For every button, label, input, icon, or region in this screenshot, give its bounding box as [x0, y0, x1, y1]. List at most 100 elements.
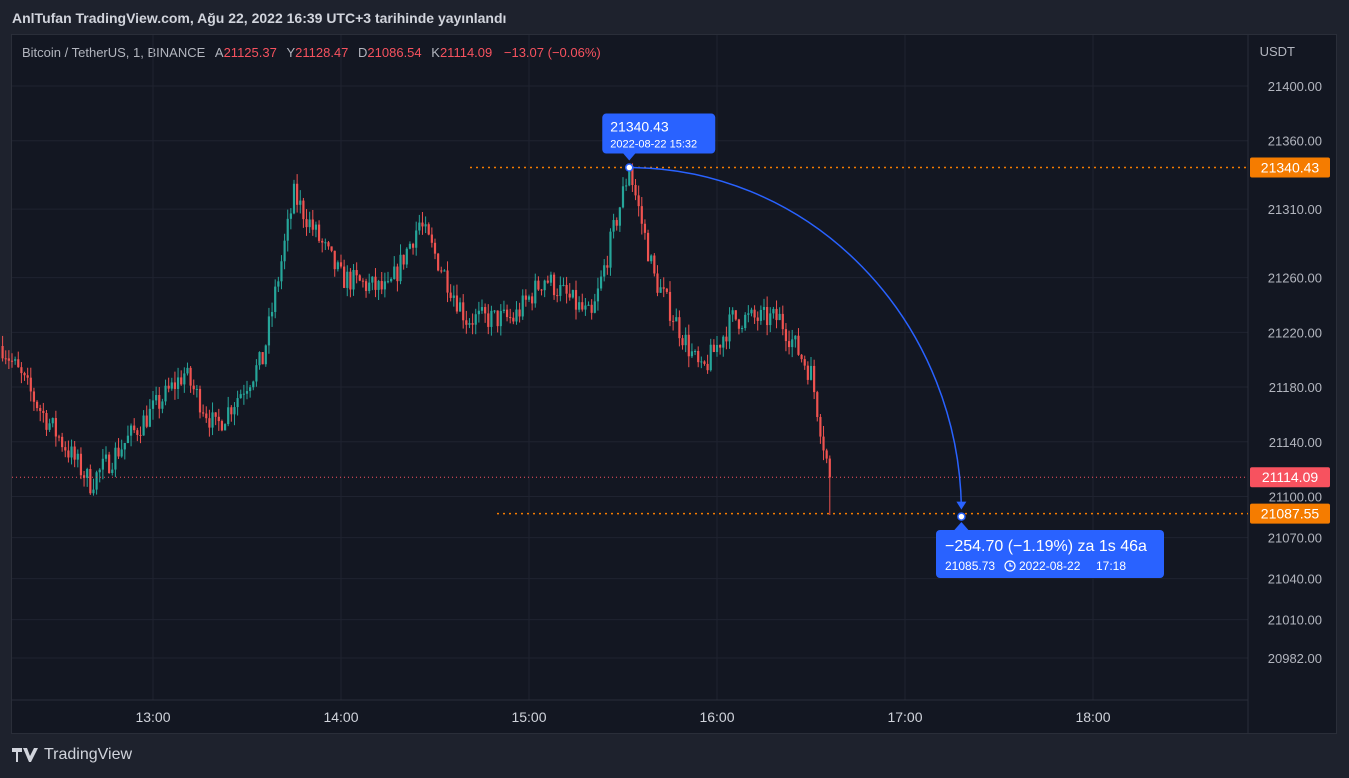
candle-body — [311, 219, 314, 230]
candle — [430, 227, 433, 248]
candle-body — [186, 367, 189, 374]
candle-body — [114, 447, 117, 470]
candle-body — [364, 281, 368, 292]
price-tick-label: 21400.00 — [1268, 79, 1322, 94]
candle — [668, 281, 672, 327]
price-axis[interactable]: 21400.00 21360.00 21310.00 21260.00 21220.00… — [1250, 44, 1330, 666]
candle — [371, 276, 374, 291]
candle-body — [809, 365, 813, 380]
candle-body — [603, 265, 606, 277]
candle-body — [214, 412, 217, 417]
candle — [518, 302, 521, 323]
candle — [828, 455, 831, 515]
candle-body — [615, 220, 618, 226]
candle — [549, 271, 553, 287]
candle-body — [202, 412, 205, 414]
candle-body — [368, 282, 371, 292]
candle-body — [593, 301, 596, 313]
candle — [346, 265, 349, 297]
candle-body — [480, 307, 484, 311]
projection-arc[interactable] — [629, 166, 963, 508]
candle-body — [327, 242, 330, 247]
candle-body — [675, 317, 678, 322]
candle — [740, 325, 744, 333]
target-anchor-handle[interactable] — [957, 512, 966, 521]
high-marker-axis-label[interactable]: 21340.43 — [1250, 157, 1330, 178]
candle — [505, 304, 509, 322]
candle-body — [455, 295, 459, 312]
candle — [4, 350, 7, 365]
candle — [261, 352, 264, 365]
candle — [321, 238, 324, 253]
candle — [274, 279, 277, 319]
candle — [552, 272, 556, 300]
candle — [681, 335, 684, 350]
candle — [612, 213, 615, 239]
candle — [784, 323, 788, 352]
candle — [299, 190, 302, 214]
candle-body — [440, 270, 443, 272]
candle — [223, 423, 227, 431]
candle — [709, 338, 712, 372]
candle — [308, 211, 311, 233]
time-axis[interactable]: 13:00 14:00 15:00 16:00 17:00 18:00 — [135, 709, 1110, 725]
price-tick-label: 20982.00 — [1268, 651, 1322, 666]
candle — [659, 279, 662, 293]
candle-body — [336, 262, 339, 270]
candle — [54, 410, 57, 447]
candle — [471, 313, 474, 335]
candle — [405, 247, 408, 269]
candle-body — [565, 284, 568, 294]
candle — [242, 384, 245, 405]
candle — [217, 408, 220, 431]
candle-body — [650, 255, 653, 262]
symbol-legend: Bitcoin / TetherUS, 1, BINANCE A21125.37… — [22, 45, 601, 60]
close-label: K — [431, 45, 440, 60]
candle-body — [101, 458, 104, 470]
candle — [70, 439, 73, 465]
candle-body — [108, 454, 111, 474]
candle-body — [346, 271, 349, 288]
candle — [599, 270, 603, 291]
candle — [725, 326, 728, 350]
peak-anchor-handle[interactable] — [625, 163, 634, 172]
candle — [443, 269, 446, 272]
candle — [51, 417, 54, 428]
candle-body — [578, 302, 581, 310]
candle-body — [634, 185, 637, 196]
candle — [722, 335, 725, 357]
candle — [114, 442, 117, 478]
candle — [98, 468, 101, 483]
candle-body — [750, 309, 753, 314]
candle-body — [377, 281, 380, 290]
open-label: A — [214, 45, 224, 60]
candle — [499, 304, 502, 336]
candle-body — [499, 310, 502, 327]
symbol-name[interactable]: Bitcoin / TetherUS, 1, BINANCE — [22, 45, 206, 60]
candle-body — [784, 329, 788, 342]
target-callout-pointer — [954, 522, 969, 530]
candle — [314, 221, 318, 238]
candle-body — [89, 468, 92, 494]
candle — [86, 467, 89, 487]
candle-body — [245, 391, 249, 394]
candle-body — [283, 240, 286, 262]
candle-body — [740, 328, 744, 330]
peak-callout[interactable]: 21340.43 2022-08-22 15:32 — [602, 113, 716, 161]
candle-body — [587, 304, 590, 306]
price-tick-label: 21070.00 — [1268, 531, 1322, 546]
low-label: D — [358, 45, 368, 60]
candle — [233, 402, 236, 426]
clock-icon — [1004, 560, 1016, 572]
candle — [35, 400, 39, 412]
candle — [809, 356, 813, 381]
candle — [264, 344, 267, 367]
candle — [587, 301, 590, 306]
candle — [477, 301, 480, 323]
target-callout[interactable]: −254.70 (−1.19%) za 1s 46a 21085.73 2022-0… — [936, 522, 1164, 578]
projection-target-axis-label[interactable]: 21087.55 — [1250, 503, 1330, 524]
candle-body — [61, 436, 64, 448]
candle — [76, 449, 79, 468]
last-price-axis-label[interactable]: 21114.09 — [1250, 467, 1330, 488]
